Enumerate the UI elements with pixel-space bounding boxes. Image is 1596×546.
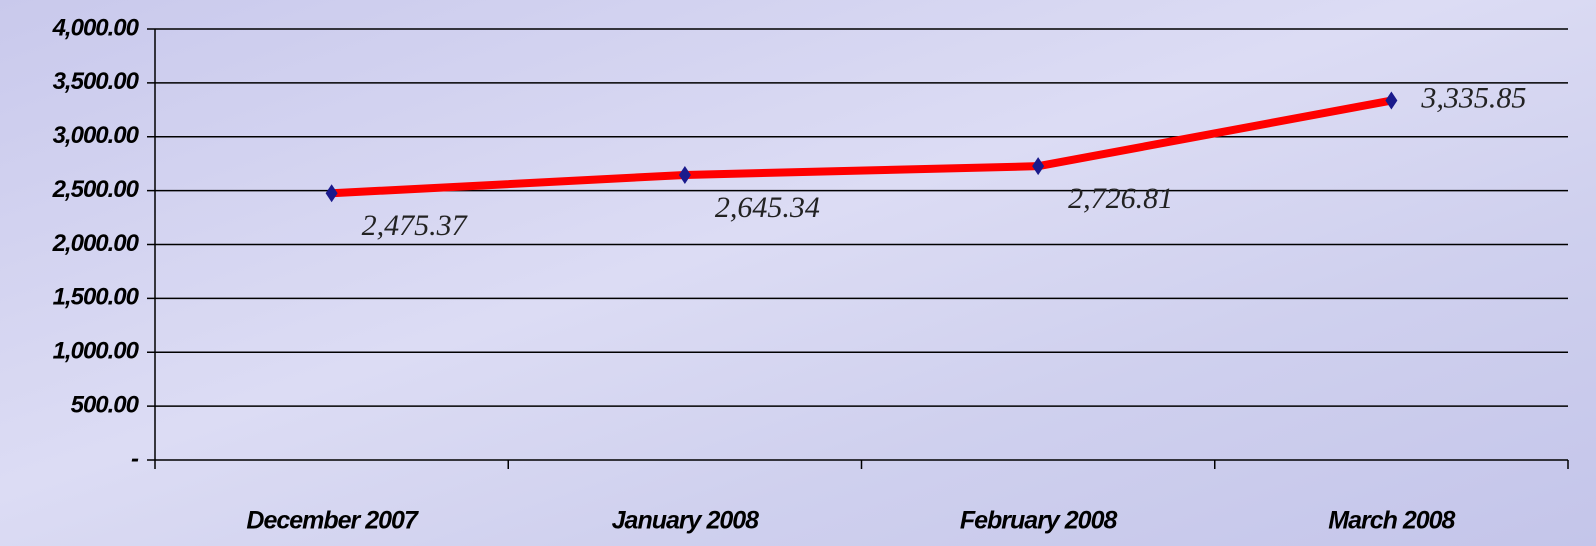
y-tick-label: 3,000.00 [53, 122, 140, 149]
data-label: 2,726.81 [1068, 182, 1173, 215]
y-tick-label: 2,500.00 [52, 176, 140, 203]
x-tick-label: February 2008 [960, 507, 1118, 535]
marker [325, 184, 338, 203]
data-label: 3,335.85 [1420, 81, 1526, 114]
marker [1032, 157, 1045, 176]
data-label: 2,645.34 [715, 191, 820, 224]
y-tick-label: - [131, 445, 139, 472]
line [327, 96, 1396, 198]
y-tick-label: 1,000.00 [53, 338, 140, 365]
y-tick-label: 2,000.00 [52, 230, 140, 257]
x-tick-label: March 2008 [1328, 507, 1455, 535]
y-tick-label: 3,500.00 [53, 68, 140, 95]
marker [678, 165, 691, 184]
data-label: 2,475.37 [362, 209, 469, 242]
y-tick-label: 1,500.00 [53, 284, 140, 311]
x-tick-label: December 2007 [246, 507, 419, 535]
marker [1385, 91, 1398, 110]
y-tick-label: 4,000.00 [52, 14, 140, 41]
x-tick-label: January 2008 [612, 507, 760, 535]
y-tick-label: 500.00 [71, 391, 140, 418]
